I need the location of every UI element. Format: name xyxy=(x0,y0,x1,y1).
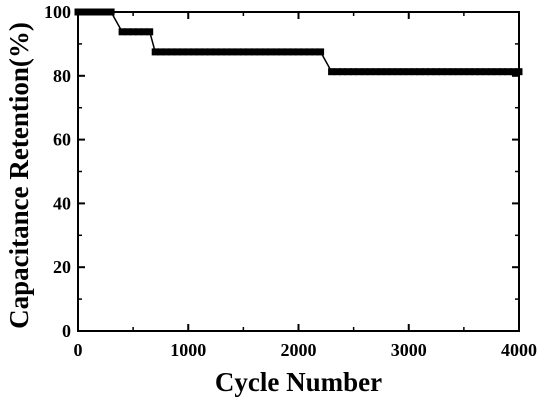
data-point xyxy=(427,68,435,76)
data-point xyxy=(449,68,457,76)
data-point xyxy=(184,48,192,56)
y-tick-label: 40 xyxy=(53,193,71,213)
data-point xyxy=(443,68,451,76)
data-point xyxy=(295,48,302,56)
y-tick-label: 20 xyxy=(53,257,71,277)
series-line xyxy=(78,11,519,73)
data-point xyxy=(465,68,473,76)
plot-frame xyxy=(77,11,520,332)
data-point xyxy=(284,48,291,56)
data-point xyxy=(388,68,396,76)
data-point xyxy=(377,68,385,76)
y-tick-label: 0 xyxy=(62,321,71,341)
data-point xyxy=(267,48,275,56)
x-tick-label: 0 xyxy=(74,340,83,360)
x-axis-title: Cycle Number xyxy=(215,367,382,397)
data-point xyxy=(124,28,132,36)
data-point xyxy=(438,68,446,76)
data-point xyxy=(129,28,137,36)
data-point xyxy=(212,48,220,56)
data-point xyxy=(239,48,247,56)
data-point xyxy=(118,28,126,36)
data-point xyxy=(168,48,176,56)
data-point xyxy=(372,68,380,76)
y-tick-label: 60 xyxy=(53,130,71,150)
data-point xyxy=(250,48,258,56)
data-point xyxy=(173,48,181,56)
y-tick-label: 100 xyxy=(44,2,71,22)
data-point xyxy=(311,48,319,56)
data-point xyxy=(201,48,209,56)
data-point xyxy=(460,68,468,76)
data-point xyxy=(421,68,429,76)
data-point xyxy=(361,68,369,76)
data-point xyxy=(223,48,231,56)
data-point xyxy=(410,68,418,76)
data-point xyxy=(383,68,391,76)
plot-layer xyxy=(74,8,523,76)
data-point xyxy=(278,48,286,56)
data-point xyxy=(504,68,512,76)
data-point xyxy=(405,68,413,76)
data-point xyxy=(256,48,264,56)
data-point xyxy=(499,68,506,76)
data-point xyxy=(146,28,154,36)
data-point xyxy=(328,68,336,76)
x-tick-label: 1000 xyxy=(170,340,206,360)
data-point xyxy=(261,48,269,56)
x-tick-label: 2000 xyxy=(281,340,317,360)
data-point xyxy=(289,48,297,56)
data-point xyxy=(157,48,165,56)
data-point xyxy=(179,48,187,56)
data-point xyxy=(245,48,253,56)
data-point xyxy=(228,48,236,56)
data-point xyxy=(333,68,341,76)
data-point xyxy=(217,48,225,56)
data-point xyxy=(454,68,462,76)
data-point xyxy=(366,68,374,76)
data-point xyxy=(206,48,214,56)
y-tick-label: 80 xyxy=(53,66,71,86)
data-point xyxy=(350,68,358,76)
axis-layer: 0 1000 2000 3000 4000 0 20 40 60 80 100 xyxy=(44,2,537,360)
data-point xyxy=(300,48,308,56)
data-point xyxy=(355,68,363,76)
data-point xyxy=(151,48,159,56)
x-tick-label: 3000 xyxy=(391,340,427,360)
data-point xyxy=(306,48,313,56)
data-point xyxy=(510,68,517,76)
x-tick-label: 4000 xyxy=(501,340,537,360)
data-point xyxy=(135,28,143,36)
data-point xyxy=(476,68,484,76)
data-point xyxy=(432,68,440,76)
data-point xyxy=(339,68,347,76)
data-point xyxy=(416,68,424,76)
data-point xyxy=(195,48,203,56)
data-point xyxy=(234,48,242,56)
data-point xyxy=(344,68,352,76)
data-point xyxy=(487,68,495,76)
data-point xyxy=(493,68,501,76)
data-point xyxy=(140,28,148,36)
y-axis-title: Capacitance Retention(%) xyxy=(4,22,34,329)
data-point xyxy=(273,48,280,56)
data-point xyxy=(399,68,407,76)
data-point xyxy=(317,48,325,56)
data-point xyxy=(482,68,490,76)
data-point xyxy=(394,68,402,76)
data-point xyxy=(190,48,198,56)
data-point xyxy=(162,48,170,56)
data-point xyxy=(471,68,479,76)
